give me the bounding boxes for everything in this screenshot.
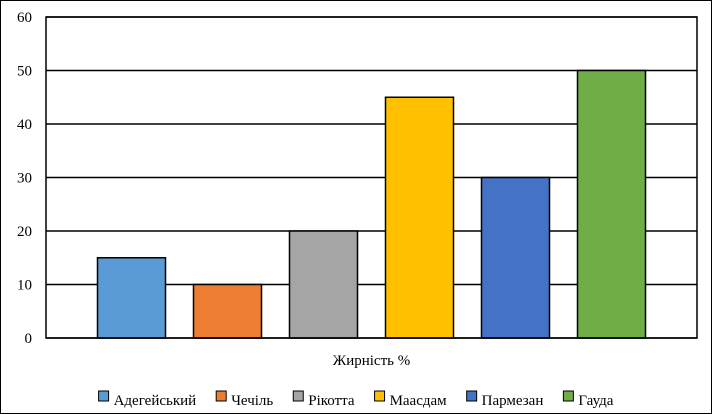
legend-swatch xyxy=(466,390,478,402)
tick-layer: 0 10 20 30 40 50 60 xyxy=(17,10,32,347)
legend-label: Гауда xyxy=(578,393,613,409)
legend-swatch xyxy=(98,390,110,402)
y-tick-label: 10 xyxy=(17,278,32,294)
legend-item: Гауда xyxy=(562,390,614,409)
y-tick-label: 40 xyxy=(17,117,32,133)
legend-label: Чечіль xyxy=(231,393,273,409)
bar-6 xyxy=(576,69,647,339)
bar-3 xyxy=(288,230,359,339)
legend-item: Пармезан xyxy=(466,390,544,409)
bar-1 xyxy=(96,257,167,339)
x-axis-title: Жирність % xyxy=(333,353,410,369)
bar-5 xyxy=(480,176,551,339)
y-tick-label: 60 xyxy=(17,10,32,26)
y-tick-label: 30 xyxy=(17,171,32,187)
legend: Адегейський Чечіль Рікотта Маасдам Пармезан Г… xyxy=(98,390,614,409)
legend-swatch xyxy=(562,390,574,402)
legend-label: Пармезан xyxy=(482,393,544,409)
legend-label: Маасдам xyxy=(390,393,448,409)
legend-label: Адегейський xyxy=(114,393,197,409)
legend-label: Рікотта xyxy=(308,393,355,409)
bar-layer xyxy=(96,69,647,339)
y-tick-label: 20 xyxy=(17,224,32,240)
legend-swatch xyxy=(292,390,304,402)
y-tick-label: 0 xyxy=(25,331,33,347)
bar-4 xyxy=(384,96,455,339)
legend-item: Чечіль xyxy=(215,390,273,409)
y-tick-label: 50 xyxy=(17,64,32,80)
plot-area-border xyxy=(45,16,698,339)
legend-item: Рікотта xyxy=(292,390,355,409)
legend-item: Адегейський xyxy=(98,390,197,409)
legend-swatch xyxy=(374,390,386,402)
bar-2 xyxy=(192,283,263,339)
legend-swatch xyxy=(215,390,227,402)
legend-item: Маасдам xyxy=(374,390,448,409)
